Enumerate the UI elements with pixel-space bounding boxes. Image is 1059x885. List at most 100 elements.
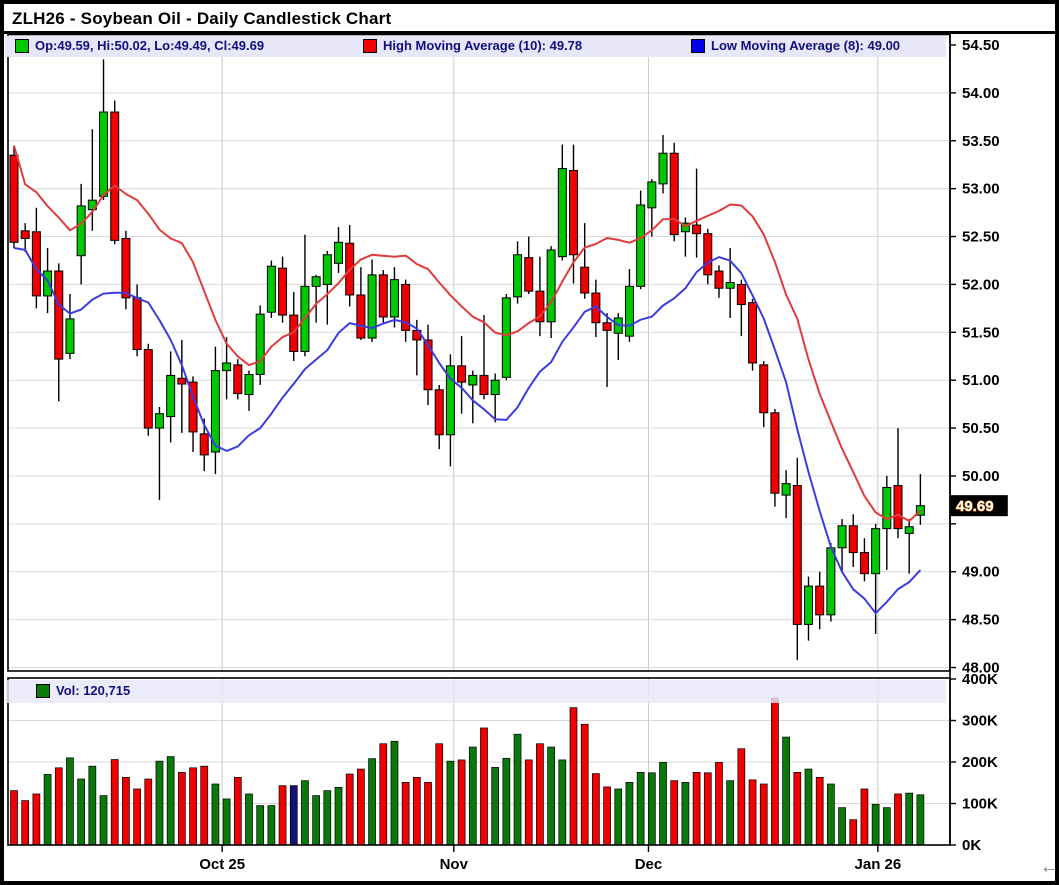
candle[interactable] [367, 274, 377, 339]
candle[interactable] [233, 364, 243, 395]
volume-bar[interactable] [558, 759, 567, 846]
volume-bar[interactable] [838, 807, 846, 846]
candle[interactable] [76, 205, 86, 257]
volume-bar[interactable] [77, 778, 85, 846]
volume-bar[interactable] [267, 805, 276, 846]
volume-bar[interactable] [592, 773, 600, 846]
volume-bar[interactable] [536, 743, 544, 846]
candle[interactable] [904, 526, 914, 534]
candle[interactable] [580, 266, 590, 294]
volume-bar[interactable] [211, 783, 220, 846]
volume-bar[interactable] [144, 778, 153, 846]
volume-bar[interactable] [670, 780, 679, 846]
candle[interactable] [457, 365, 467, 383]
candle[interactable] [43, 270, 53, 297]
volume-bar[interactable] [502, 757, 511, 846]
volume-bar[interactable] [390, 740, 399, 846]
volume-bar[interactable] [166, 756, 175, 846]
candle[interactable] [803, 585, 813, 625]
candle[interactable] [501, 297, 511, 378]
volume-bar[interactable] [569, 707, 578, 846]
candle[interactable] [871, 528, 881, 575]
candle[interactable] [9, 154, 19, 243]
candle[interactable] [535, 290, 545, 323]
volume-bar[interactable] [245, 793, 253, 846]
volume-bar[interactable] [849, 819, 858, 846]
volume-bar[interactable] [692, 772, 701, 846]
candle[interactable] [65, 318, 75, 354]
candle[interactable] [255, 313, 265, 375]
candle[interactable] [423, 339, 433, 391]
volume-bar[interactable] [815, 777, 824, 846]
volume-bar[interactable] [771, 697, 779, 846]
candle[interactable] [546, 249, 556, 323]
volume-bar[interactable] [54, 767, 63, 846]
candle[interactable] [244, 373, 254, 396]
volume-bar[interactable] [759, 783, 768, 846]
volume-bar[interactable] [412, 777, 421, 846]
candle[interactable] [669, 152, 679, 236]
scroll-left-arrow-icon[interactable]: ← [1039, 853, 1059, 878]
candle[interactable] [524, 257, 534, 292]
volume-bar[interactable] [916, 794, 925, 846]
volume-bar[interactable] [871, 803, 880, 846]
candle[interactable] [99, 111, 109, 197]
candle[interactable] [882, 486, 892, 530]
candle[interactable] [736, 283, 746, 306]
candle[interactable] [143, 349, 153, 429]
volume-bar[interactable] [737, 748, 746, 846]
volume-bar[interactable] [603, 786, 611, 846]
volume-bar[interactable] [155, 760, 164, 846]
candle[interactable] [54, 270, 64, 360]
candle[interactable] [725, 282, 735, 289]
volume-bar[interactable] [43, 774, 52, 846]
candle[interactable] [490, 379, 500, 396]
candle[interactable] [199, 433, 209, 456]
volume-bar[interactable] [222, 798, 231, 846]
candle[interactable] [680, 222, 690, 233]
candle[interactable] [770, 412, 780, 494]
candle[interactable] [334, 241, 344, 264]
volume-bar[interactable] [178, 772, 186, 846]
volume-bar[interactable] [804, 768, 813, 846]
candle[interactable] [859, 552, 869, 575]
candle[interactable] [513, 254, 523, 298]
candle[interactable] [703, 233, 713, 276]
candle[interactable] [154, 413, 164, 429]
candle[interactable] [624, 285, 634, 337]
candle[interactable] [557, 168, 567, 258]
candle[interactable] [322, 254, 332, 285]
candle[interactable] [266, 265, 276, 313]
volume-bar[interactable] [905, 792, 914, 846]
volume-bar[interactable] [681, 781, 690, 846]
volume-bar[interactable] [491, 767, 500, 846]
volume-bar[interactable] [547, 746, 555, 846]
candle[interactable] [692, 224, 702, 235]
volume-bar[interactable] [312, 795, 320, 846]
candle[interactable] [222, 362, 232, 372]
candlestick-chart[interactable]: 54.50 54.00 53.50 53.00 52.50 52.00 51.50 51.00… [4, 34, 1055, 881]
candle[interactable] [759, 364, 769, 414]
candle[interactable] [714, 270, 724, 289]
candle[interactable] [166, 374, 176, 418]
volume-bar[interactable] [524, 759, 533, 846]
volume-bar[interactable] [435, 743, 444, 846]
volume-bar[interactable] [894, 793, 902, 846]
volume-bar[interactable] [782, 736, 790, 846]
candle[interactable] [636, 204, 646, 287]
volume-bar[interactable] [614, 788, 623, 846]
volume-bar[interactable] [88, 765, 97, 846]
candle[interactable] [479, 374, 489, 396]
volume-bar[interactable] [424, 781, 432, 846]
candle[interactable] [748, 302, 758, 364]
volume-bar[interactable] [301, 780, 309, 846]
volume-bar[interactable] [368, 758, 376, 846]
candle[interactable] [311, 276, 321, 287]
volume-bar[interactable] [401, 781, 410, 846]
candle[interactable] [356, 294, 366, 339]
volume-bar[interactable] [793, 772, 802, 846]
volume-bar[interactable] [10, 790, 18, 846]
volume-bar[interactable] [625, 781, 634, 846]
candle[interactable] [378, 274, 388, 318]
volume-bar[interactable] [860, 788, 869, 846]
